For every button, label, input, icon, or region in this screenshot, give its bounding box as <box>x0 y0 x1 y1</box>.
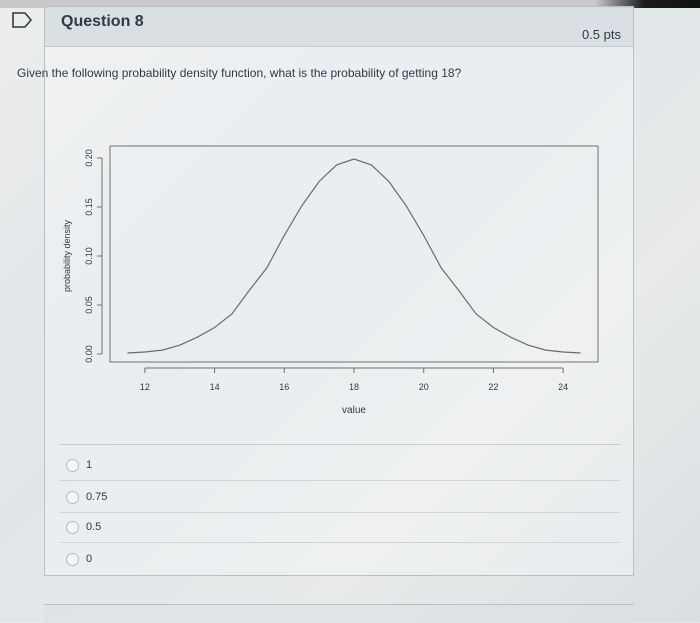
bookmark-flag-icon[interactable] <box>10 10 34 30</box>
y-tick-label: 0.10 <box>84 247 94 265</box>
plot-frame <box>109 145 599 363</box>
answer-option[interactable]: 0.75 <box>66 488 107 506</box>
answer-option[interactable]: 0 <box>66 550 92 568</box>
probability-density-chart: 0.00 0.05 0.10 0.15 0.20 12 14 16 18 20 22 24 prob… <box>62 145 599 416</box>
answer-separator <box>60 512 620 513</box>
y-tick-label: 0.05 <box>84 296 94 314</box>
answer-option[interactable]: 0.5 <box>66 518 101 536</box>
question-title: Question 8 <box>61 13 144 30</box>
answer-separator <box>60 542 620 543</box>
x-tick-label: 14 <box>210 382 220 392</box>
answer-label: 0.75 <box>86 491 108 503</box>
y-tick-label: 0.20 <box>84 149 94 167</box>
y-axis-label: probability density <box>62 219 72 292</box>
question-header: Question 8 0.5 pts <box>45 7 633 47</box>
browser-top-strip <box>0 0 700 8</box>
x-tick-label: 22 <box>488 382 498 392</box>
y-tick-label: 0.15 <box>84 198 94 216</box>
x-tick-label: 18 <box>349 382 359 392</box>
answer-label: 0.5 <box>86 521 102 533</box>
question-card: Question 8 0.5 pts <box>44 6 634 576</box>
x-tick-label: 12 <box>140 382 150 392</box>
y-tick-label: 0.00 <box>84 345 94 363</box>
x-tick-label: 16 <box>279 382 289 392</box>
question-text: Given the following probability density … <box>17 66 462 80</box>
answer-option[interactable]: 1 <box>66 456 92 474</box>
question-points: 0.5 pts <box>581 27 621 42</box>
radio-button-icon[interactable] <box>66 520 79 534</box>
answer-label: 0 <box>86 553 93 565</box>
radio-button-icon[interactable] <box>66 490 79 504</box>
y-ticks: 0.00 0.05 0.10 0.15 0.20 <box>84 149 102 363</box>
x-tick-label: 24 <box>558 382 568 392</box>
x-axis-label: value <box>342 405 366 416</box>
x-tick-label: 20 <box>419 382 429 392</box>
answers-divider <box>60 444 620 445</box>
radio-button-icon[interactable] <box>66 552 79 566</box>
answer-label: 1 <box>86 459 93 471</box>
answer-separator <box>60 480 620 481</box>
density-curve <box>127 158 581 354</box>
radio-button-icon[interactable] <box>66 458 79 472</box>
x-ticks: 12 14 16 18 20 22 24 <box>140 368 568 392</box>
next-question-edge <box>44 604 634 623</box>
